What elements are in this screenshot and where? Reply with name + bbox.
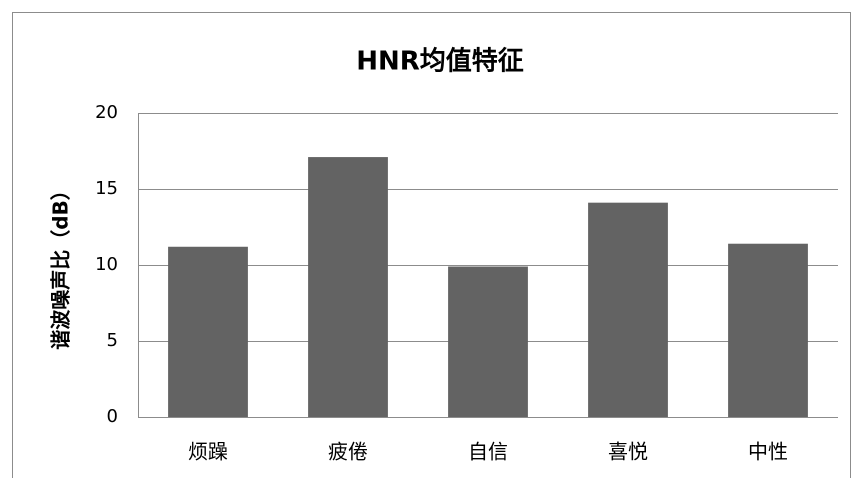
y-axis-label: 谐波噪声比（dB） <box>49 180 73 350</box>
x-tick-label: 喜悦 <box>608 440 648 464</box>
bar <box>168 246 248 417</box>
x-tick-label: 烦躁 <box>188 440 228 464</box>
y-tick-label: 20 <box>95 102 118 123</box>
y-tick-label: 10 <box>95 254 118 275</box>
bar <box>308 157 388 417</box>
bar <box>588 202 668 417</box>
chart-border <box>12 12 851 478</box>
y-tick-label: 0 <box>107 406 118 427</box>
bar <box>448 266 528 417</box>
x-tick-label: 中性 <box>748 440 788 464</box>
chart-title: HNR均值特征 <box>356 46 524 77</box>
y-tick-label: 15 <box>95 178 118 199</box>
x-tick-label: 疲倦 <box>328 440 368 464</box>
bar <box>728 243 808 417</box>
x-tick-label: 自信 <box>468 440 508 464</box>
y-tick-label: 5 <box>107 330 118 351</box>
